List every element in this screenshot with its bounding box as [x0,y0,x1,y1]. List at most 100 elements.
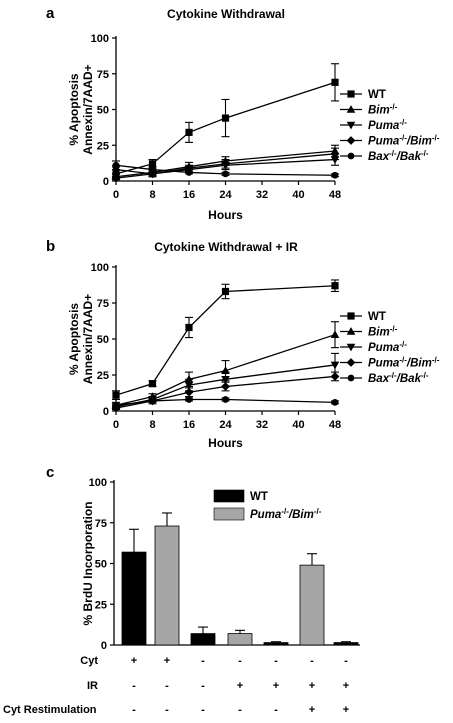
panel-letter: c [46,464,54,481]
legend-label: Bax-/-/Bak-/- [368,371,429,386]
y-tick-label: 75 [97,298,109,310]
legend-marker [347,312,355,320]
y-tick-label: 100 [89,477,107,489]
legend-marker [346,327,356,335]
legend-label: WT [250,491,268,503]
y-tick-label: 50 [95,559,107,571]
legend-label: Puma-/- [368,118,407,133]
y-tick-label: 75 [95,518,107,530]
legend-swatch [213,489,245,503]
y-tick-label: 25 [97,140,109,152]
y-axis-title: Annexin/7AAD+ [81,64,95,154]
data-point [221,159,230,169]
data-point [222,170,229,178]
legend-marker [346,121,356,130]
condition-value: - [165,704,169,716]
y-tick-label: 0 [101,640,107,652]
data-point [148,380,157,388]
condition-label: Cyt [80,655,98,667]
data-point [330,372,340,381]
condition-value: + [309,704,315,716]
data-point [111,173,121,183]
data-point [148,169,157,179]
condition-value: - [132,704,136,716]
bar [190,633,216,646]
data-point [184,381,194,390]
x-tick-label: 24 [219,189,232,201]
legend-label: WT [368,311,386,323]
legend-marker [346,343,356,352]
panel-letter: b [46,238,55,255]
y-tick-label: 50 [97,334,109,346]
data-point [149,397,156,405]
chart-title: Cytokine Withdrawal + IR [154,240,298,254]
condition-value: - [344,655,348,667]
chart-title: Cytokine Withdrawal [167,7,285,21]
condition-value: + [131,655,137,667]
data-point [112,161,120,169]
y-axis-title: % Apoptosis [67,303,81,376]
x-tick-label: 32 [256,419,268,431]
data-point [149,166,156,173]
x-axis-title: Hours [208,208,243,222]
condition-value: - [201,704,205,716]
bar [333,642,359,646]
x-tick-label: 40 [292,419,304,431]
condition-value: - [274,704,278,716]
condition-value: - [201,680,205,692]
data-point [331,78,339,86]
y-tick-label: 0 [103,406,109,418]
legend-label: Bim-/- [368,324,398,339]
condition-label: Cyt Restimulation [3,704,97,716]
y-tick-label: 25 [97,370,109,382]
x-tick-label: 8 [149,189,155,201]
x-tick-label: 0 [113,419,119,431]
legend-label: Puma-/-/Bim-/- [368,133,440,148]
legend-label: Bim-/- [368,102,398,117]
data-point [221,382,230,391]
y-tick-label: 100 [91,33,109,45]
data-point [221,376,230,384]
panel-letter: a [46,5,55,22]
legend-label: Puma-/-/Bim-/- [368,355,440,370]
data-point [330,361,340,370]
data-point [185,169,193,176]
bar [154,525,180,646]
bar [299,564,325,646]
y-axis-title: % Apoptosis [67,73,81,146]
y-tick-label: 25 [95,599,107,611]
x-axis-title: Hours [208,436,243,450]
legend-label: Puma-/-/Bim-/- [250,507,322,522]
bar [121,551,147,646]
legend-swatch [213,507,245,521]
x-tick-label: 40 [292,189,304,201]
data-point [331,171,339,179]
y-tick-label: 75 [97,69,109,81]
data-point [185,128,193,136]
condition-value: + [309,680,315,692]
legend-marker [347,374,355,382]
data-point [221,287,230,296]
condition-value: - [165,680,169,692]
condition-value: + [164,655,170,667]
data-point [112,401,120,409]
condition-value: - [238,704,242,716]
y-tick-label: 100 [91,262,109,274]
condition-value: - [238,655,242,667]
data-point [330,330,340,338]
legend-marker [346,105,356,113]
condition-label: IR [87,680,98,692]
legend-marker [346,358,356,367]
y-tick-label: 0 [103,176,109,188]
bar [227,633,253,646]
condition-value: - [201,655,205,667]
condition-value: + [237,680,243,692]
data-point [185,323,193,332]
x-tick-label: 24 [219,419,232,431]
legend-marker [347,90,355,98]
legend-marker [347,152,355,160]
data-point [331,282,339,290]
x-tick-label: 32 [256,189,268,201]
x-tick-label: 8 [149,419,155,431]
